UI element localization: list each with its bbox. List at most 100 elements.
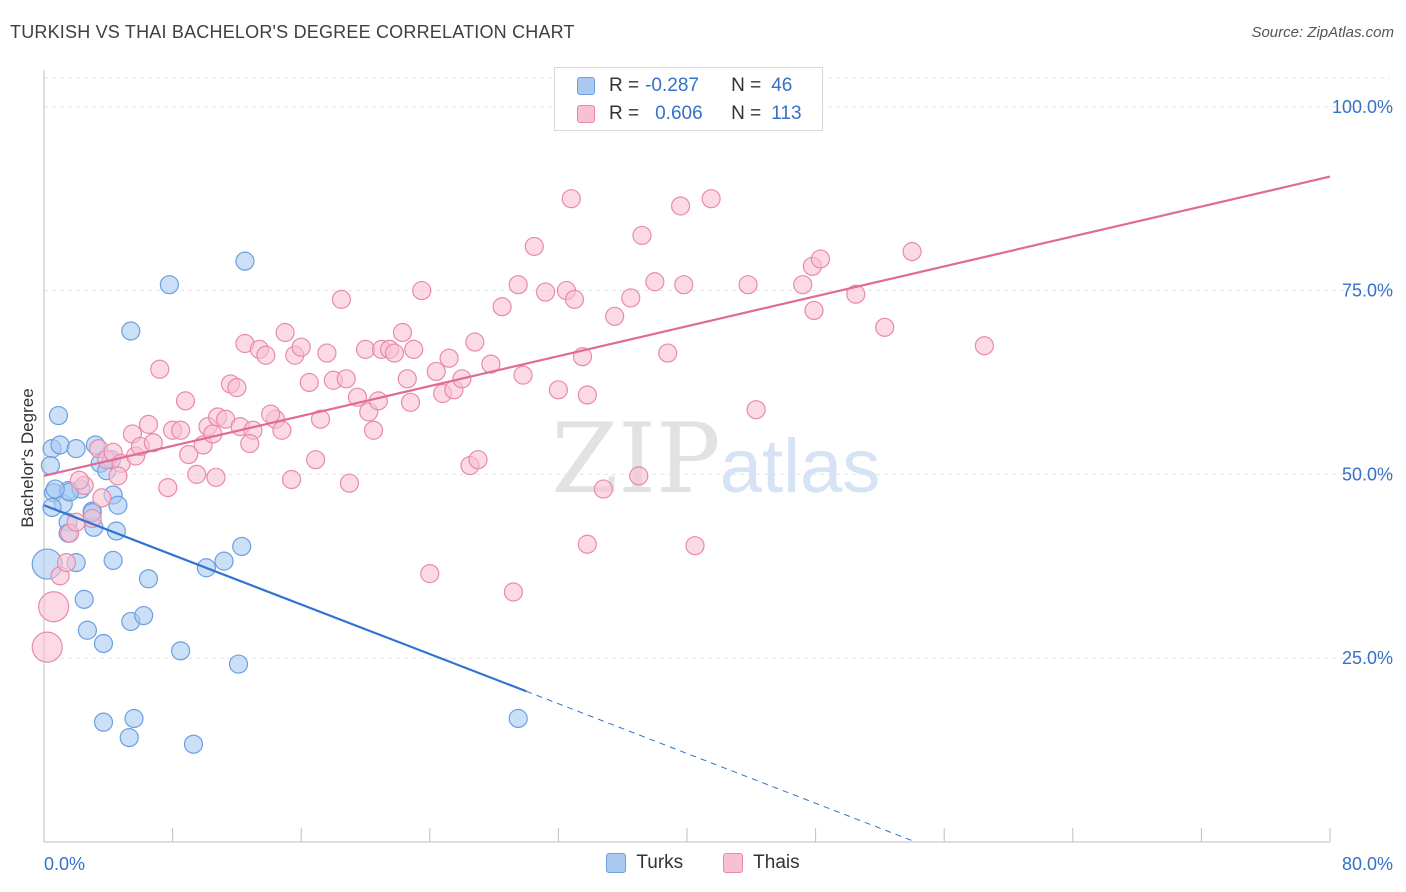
legend-r-value: 0.606: [655, 103, 703, 124]
data-points: [31, 189, 994, 754]
point-thais: [69, 470, 89, 490]
point-thais: [974, 336, 994, 356]
legend-stats: R = -0.287 N = 46 R = 0.606 N = 113: [554, 67, 823, 131]
point-thais: [397, 369, 417, 389]
point-thais: [363, 420, 384, 440]
point-thais: [658, 343, 678, 363]
point-thais: [439, 348, 459, 368]
point-thais: [875, 317, 895, 337]
point-turks: [66, 439, 86, 459]
legend-swatch-turks: [606, 853, 627, 873]
point-thais: [846, 284, 866, 304]
y-tick-label: 100.0%: [1332, 97, 1393, 117]
legend-item-thais[interactable]: Thais: [723, 852, 800, 874]
point-thais: [299, 372, 319, 393]
legend-r-label: R =: [609, 75, 640, 96]
point-thais: [561, 189, 581, 209]
point-thais: [143, 433, 163, 453]
watermark: ZIP atlas: [551, 403, 880, 515]
point-thais: [577, 385, 597, 405]
legend-row-turks: R = -0.287 N = 46: [577, 74, 792, 98]
trend-extension-turks: [526, 690, 916, 843]
point-thais: [175, 391, 196, 411]
point-turks: [138, 569, 159, 589]
point-thais: [203, 424, 223, 444]
legend-swatch-turks: [577, 77, 595, 95]
point-thais: [206, 467, 226, 487]
point-thais: [404, 339, 424, 359]
point-turks: [119, 727, 139, 748]
point-thais: [508, 275, 528, 295]
legend-n-value: 46: [771, 75, 793, 96]
point-thais: [92, 488, 112, 508]
point-thais: [368, 391, 388, 411]
point-thais: [179, 444, 199, 465]
point-thais: [150, 359, 170, 379]
point-thais: [793, 275, 813, 295]
point-thais: [503, 582, 523, 602]
point-thais: [468, 450, 488, 470]
point-thais: [685, 536, 705, 556]
point-thais: [548, 380, 569, 400]
y-tick-label: 25.0%: [1342, 648, 1393, 668]
point-thais: [420, 564, 440, 584]
point-thais: [481, 354, 501, 374]
watermark-atlas: atlas: [720, 424, 881, 509]
trend-line-turks: [43, 504, 527, 693]
point-turks: [171, 641, 191, 661]
point-thais: [605, 306, 625, 326]
point-turks: [48, 405, 69, 426]
legend-item-turks[interactable]: Turks: [606, 852, 683, 874]
point-thais: [412, 280, 432, 301]
point-turks: [103, 550, 123, 571]
point-thais: [272, 420, 292, 440]
point-thais: [902, 242, 922, 262]
point-thais: [31, 631, 63, 663]
point-thais: [629, 466, 649, 486]
point-thais: [336, 369, 356, 389]
point-thais: [339, 473, 360, 493]
point-thais: [281, 469, 302, 490]
x-tick-label: 0.0%: [44, 854, 85, 874]
axes: [43, 70, 1331, 843]
point-thais: [701, 189, 721, 209]
point-turks: [50, 435, 70, 455]
point-turks: [108, 495, 128, 515]
point-thais: [56, 553, 77, 573]
y-tick-label: 50.0%: [1342, 464, 1393, 484]
point-thais: [577, 534, 597, 554]
grid-lines: [44, 77, 1390, 659]
trend-lines: [43, 175, 1331, 843]
legend-swatch-thais: [577, 105, 595, 123]
chart-title: TURKISH VS THAI BACHELOR'S DEGREE CORREL…: [10, 22, 575, 42]
point-thais: [227, 378, 247, 398]
point-turks: [235, 251, 255, 271]
tick-labels: 25.0% 50.0% 75.0% 100.0% 0.0% 80.0%: [44, 97, 1393, 874]
point-thais: [384, 343, 405, 363]
legend-label-thais: Thais: [753, 852, 800, 873]
point-thais: [187, 464, 207, 484]
legend-row-thais: R = 0.606 N = 113: [577, 102, 802, 126]
y-tick-label: 75.0%: [1342, 281, 1393, 301]
trend-line-thais: [43, 175, 1331, 477]
point-thais: [158, 478, 178, 498]
legend-n-label: N =: [731, 103, 762, 124]
point-thais: [355, 339, 376, 359]
point-turks: [121, 321, 141, 341]
point-thais: [645, 272, 665, 292]
point-thais: [331, 289, 351, 309]
point-turks: [508, 708, 528, 729]
point-thais: [426, 361, 446, 382]
point-thais: [670, 196, 691, 216]
point-turks: [74, 589, 94, 609]
point-turks: [232, 536, 252, 557]
point-thais: [392, 322, 413, 343]
point-thais: [674, 275, 694, 295]
point-thais: [38, 591, 70, 623]
point-turks: [183, 734, 204, 754]
point-turks: [124, 708, 144, 729]
point-thais: [138, 414, 159, 434]
point-thais: [108, 466, 128, 486]
point-thais: [810, 249, 831, 269]
